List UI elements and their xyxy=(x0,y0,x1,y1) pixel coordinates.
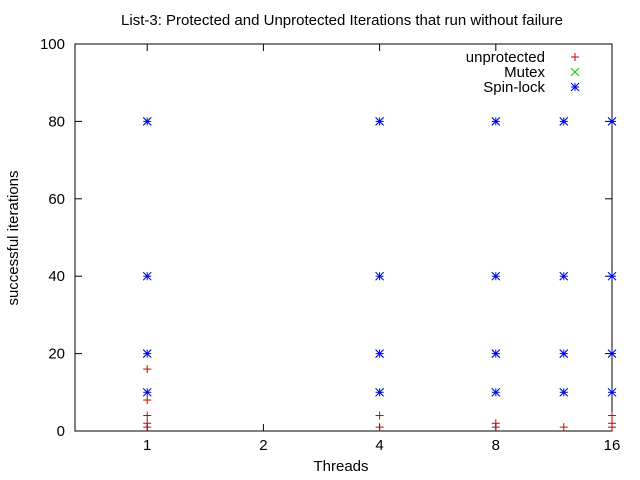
x-tick-label: 4 xyxy=(375,437,383,454)
y-axis-label: successful iterations xyxy=(5,170,22,305)
spin-lock-point xyxy=(491,117,501,126)
x-axis-label: Threads xyxy=(313,458,368,475)
spin-lock-point xyxy=(491,349,501,358)
plot-frame xyxy=(74,43,613,432)
spin-lock-point xyxy=(375,271,384,281)
unprotected-point xyxy=(143,411,152,420)
data-points xyxy=(142,117,617,432)
legend-marker-unprotected xyxy=(571,53,579,61)
x-tick-label: 8 xyxy=(492,437,500,454)
unprotected-point xyxy=(375,411,384,420)
spin-lock-point xyxy=(607,271,617,281)
spin-lock-point xyxy=(491,271,501,281)
spin-lock-point xyxy=(142,117,152,126)
spin-lock-point xyxy=(375,117,384,126)
spin-lock-point xyxy=(142,271,152,281)
y-tick-label: 20 xyxy=(48,346,65,363)
legend-marker-mutex xyxy=(570,67,580,77)
spin-lock-point xyxy=(559,349,569,358)
spin-lock-point xyxy=(142,387,152,397)
legend-label-spin-lock: Spin-lock xyxy=(483,79,545,96)
spin-lock-point xyxy=(491,387,501,397)
unprotected-point xyxy=(375,423,384,432)
unprotected-point xyxy=(143,419,152,428)
y-tick-label: 80 xyxy=(48,113,65,130)
legend-label-mutex: Mutex xyxy=(504,64,545,81)
unprotected-point xyxy=(143,365,152,374)
unprotected-point xyxy=(491,419,500,428)
spin-lock-point xyxy=(559,117,569,126)
unprotected-point xyxy=(559,423,568,432)
legend-label-unprotected: unprotected xyxy=(466,49,545,66)
spin-lock-point xyxy=(375,387,384,397)
unprotected-point xyxy=(143,396,152,405)
x-tick-label: 1 xyxy=(143,437,151,454)
y-axis: 0 20 40 60 80 100 xyxy=(40,36,612,440)
x-tick-label: 2 xyxy=(259,437,267,454)
spin-lock-point xyxy=(375,349,384,358)
chart-title: List-3: Protected and Unprotected Iterat… xyxy=(121,12,563,29)
spin-lock-point xyxy=(607,117,617,126)
x-tick-label: 16 xyxy=(604,437,621,454)
spin-lock-point xyxy=(559,387,569,397)
spin-lock-point xyxy=(559,271,569,281)
y-tick-label: 0 xyxy=(57,423,65,440)
y-tick-label: 100 xyxy=(40,36,65,53)
spin-lock-point xyxy=(607,387,617,397)
legend-marker-spin-lock xyxy=(570,82,580,92)
y-tick-label: 40 xyxy=(48,268,65,285)
unprotected-point xyxy=(608,419,616,428)
unprotected-point xyxy=(608,411,616,420)
spin-lock-point xyxy=(607,349,617,358)
spin-lock-point xyxy=(142,349,152,358)
y-tick-label: 60 xyxy=(48,191,65,208)
